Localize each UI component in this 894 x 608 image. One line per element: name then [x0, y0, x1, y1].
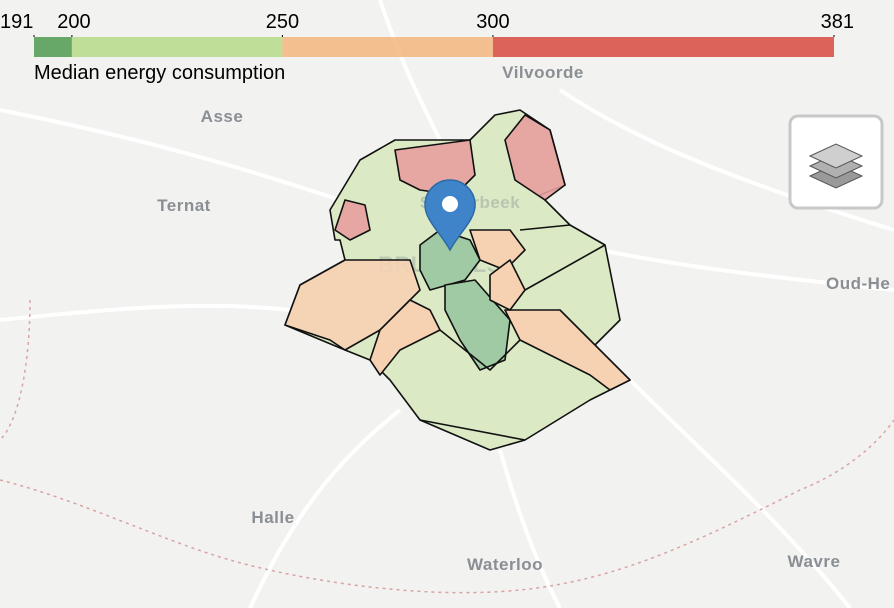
district [334, 199, 371, 241]
legend-color-bin [34, 37, 72, 57]
legend-color-bin [492, 37, 834, 57]
place-label: Halle [251, 508, 294, 527]
place-label: Wavre [788, 552, 841, 571]
place-label: Vilvoorde [502, 63, 584, 82]
district [504, 114, 566, 201]
legend-tick-label: 250 [266, 11, 299, 33]
districts: BRUSSELS Schaerbeek [284, 109, 631, 451]
place-label: Oud-He [826, 274, 890, 293]
legend-tick-label: 381 [821, 11, 854, 33]
legend-color-bin [71, 37, 283, 57]
layers-button[interactable] [788, 114, 884, 210]
district [284, 259, 421, 351]
legend-tick-label: 300 [476, 11, 509, 33]
location-pin[interactable] [424, 179, 476, 252]
place-label: Waterloo [467, 555, 543, 574]
legend-color-bin [282, 37, 493, 57]
district [504, 309, 631, 391]
legend: Median energy consumption 191 200 250 300 38… [0, 11, 854, 84]
borders [0, 299, 894, 594]
legend-caption: Median energy consumption [34, 62, 285, 84]
legend-tick-label: 191 [0, 11, 33, 33]
district [369, 299, 441, 376]
legend-tick-label: 200 [57, 11, 90, 33]
place-label: Ternat [157, 196, 211, 215]
district [489, 259, 526, 311]
district [469, 229, 526, 271]
district-border [419, 224, 606, 441]
place-label: Asse [201, 107, 244, 126]
